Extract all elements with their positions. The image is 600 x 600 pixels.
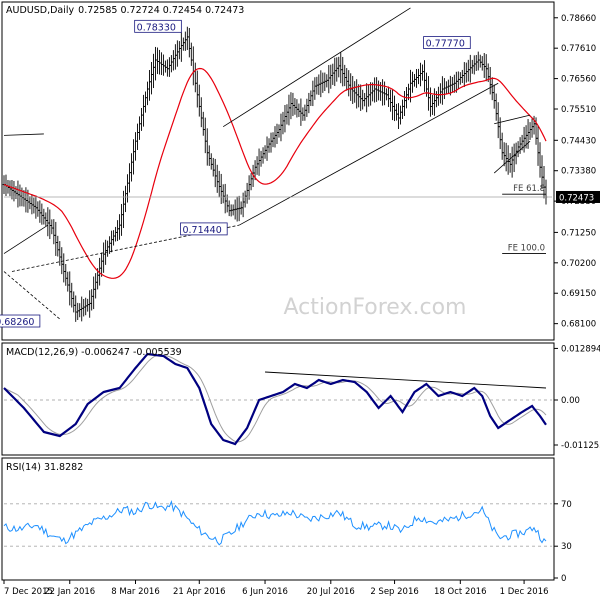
price-y-tick: 0.75510 [554, 105, 596, 115]
svg-text:0.012894: 0.012894 [561, 344, 600, 354]
dashed-low-line [3, 271, 61, 320]
last-price-tag: 0.72473 [556, 190, 600, 203]
price-y-tick: 0.74430 [554, 136, 596, 146]
svg-text:22 Jan 2016: 22 Jan 2016 [44, 587, 95, 597]
svg-text:2 Sep 2016: 2 Sep 2016 [370, 587, 418, 597]
rsi-y-tick: 0 [554, 574, 566, 584]
price-y-tick: 0.77610 [554, 44, 596, 54]
svg-text:0.77770: 0.77770 [426, 39, 465, 50]
x-axis-tick: 22 Jan 2016 [44, 580, 95, 597]
svg-text:0.76560: 0.76560 [561, 75, 596, 85]
triangle-lower-line [493, 140, 531, 174]
svg-text:FE 61.8: FE 61.8 [513, 184, 545, 194]
svg-text:0.69150: 0.69150 [561, 289, 596, 299]
x-axis-tick: 8 Mar 2016 [111, 580, 160, 597]
resistance-line [3, 133, 44, 136]
price-extreme-label: 0.78330 [134, 19, 182, 33]
moving-average-line [3, 67, 547, 279]
svg-text:8 Mar 2016: 8 Mar 2016 [111, 587, 159, 597]
rsi-y-tick: 30 [554, 542, 572, 552]
x-axis-tick: 6 Jun 2016 [242, 580, 288, 597]
price-bars [2, 26, 548, 322]
macd-panel-frame [1, 342, 555, 456]
price-y-tick: 0.78660 [554, 14, 596, 24]
price-extreme-label: 0.77770 [423, 36, 471, 50]
rsi-panel-frame [1, 457, 555, 581]
svg-text:0.75510: 0.75510 [561, 105, 596, 115]
svg-text:6 Jun 2016: 6 Jun 2016 [242, 587, 288, 597]
price-extreme-label: 0.68260 [0, 314, 41, 328]
rsi-line [3, 500, 547, 546]
x-axis-tick: 7 Dec 2015 [3, 580, 53, 597]
svg-text:30: 30 [561, 542, 572, 552]
x-axis-tick: 21 Apr 2016 [173, 580, 226, 597]
chart-symbol-label: AUDUSD,Daily 0.72585 0.72724 0.72454 0.72… [6, 5, 244, 16]
watermark: ActionForex.com [284, 295, 467, 320]
rsi-y-tick: 70 [554, 500, 572, 510]
trendlines [3, 7, 531, 320]
svg-text:0.70200: 0.70200 [561, 259, 596, 269]
price-y-tick: 0.70200 [554, 259, 596, 269]
macd-trendline [265, 371, 547, 389]
svg-text:0.78330: 0.78330 [137, 22, 176, 33]
svg-text:7 Dec 2015: 7 Dec 2015 [4, 587, 53, 597]
svg-text:0.68100: 0.68100 [561, 320, 596, 330]
svg-text:1 Dec 2016: 1 Dec 2016 [500, 587, 549, 597]
rsi-label: RSI(14) 31.8282 [6, 462, 83, 473]
channel-upper-line [222, 7, 411, 128]
channel-lower-line [238, 82, 499, 226]
price-y-tick: 0.69150 [554, 289, 596, 299]
svg-text:21 Apr 2016: 21 Apr 2016 [173, 587, 226, 597]
macd-line [3, 352, 547, 446]
svg-text:0.74430: 0.74430 [561, 136, 596, 146]
svg-text:0.71250: 0.71250 [561, 228, 596, 238]
svg-text:0.73380: 0.73380 [561, 167, 596, 177]
svg-text:-0.011253: -0.011253 [561, 441, 600, 451]
svg-text:70: 70 [561, 500, 572, 510]
svg-text:0.00: 0.00 [561, 396, 580, 406]
triangle-upper-line [494, 114, 531, 125]
price-y-tick: 0.76560 [554, 75, 596, 85]
svg-text:0.72473: 0.72473 [559, 193, 594, 203]
svg-text:0.78660: 0.78660 [561, 14, 596, 24]
macd-y-tick: -0.011253 [554, 441, 600, 451]
svg-text:18 Oct 2016: 18 Oct 2016 [434, 587, 487, 597]
x-axis-tick: 20 Jul 2016 [307, 580, 355, 597]
svg-text:20 Jul 2016: 20 Jul 2016 [307, 587, 355, 597]
macd-y-tick: 0.012894 [554, 344, 600, 354]
price-y-tick: 0.73380 [554, 167, 596, 177]
svg-text:0: 0 [561, 574, 566, 584]
fibonacci-extension-level: FE 61.8 [502, 184, 546, 195]
x-axis-tick: 18 Oct 2016 [434, 580, 487, 597]
price-y-tick: 0.68100 [554, 320, 596, 330]
svg-text:0.71440: 0.71440 [182, 225, 221, 236]
fibonacci-extension-level: FE 100.0 [502, 244, 546, 254]
x-axis-tick: 2 Sep 2016 [370, 580, 419, 597]
svg-text:0.77610: 0.77610 [561, 44, 596, 54]
svg-text:FE 100.0: FE 100.0 [508, 244, 545, 254]
macd-y-tick: 0.00 [554, 396, 580, 406]
dashed-support-line [11, 224, 240, 272]
early-support-line [3, 224, 49, 254]
price-extreme-label: 0.71440 [180, 222, 228, 236]
price-y-tick: 0.71250 [554, 228, 596, 238]
svg-text:0.68260: 0.68260 [0, 317, 34, 328]
x-axis-tick: 1 Dec 2016 [500, 580, 549, 597]
macd-label: MACD(12,26,9) -0.006247 -0.005539 [6, 347, 182, 358]
